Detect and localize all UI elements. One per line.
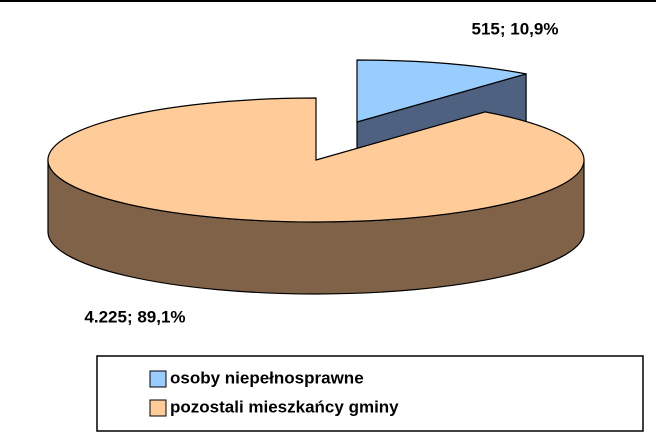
legend-label: pozostali mieszkańcy gminy	[170, 397, 399, 416]
slice	[47, 97, 585, 223]
legend-label: osoby niepełnosprawne	[170, 368, 364, 387]
data-label: 4.225; 89,1%	[84, 307, 185, 326]
legend-swatch	[149, 399, 167, 417]
legend-box	[96, 355, 644, 432]
legend-swatch	[149, 370, 167, 388]
slice	[356, 59, 527, 123]
data-label: 515; 10,9%	[472, 19, 559, 38]
